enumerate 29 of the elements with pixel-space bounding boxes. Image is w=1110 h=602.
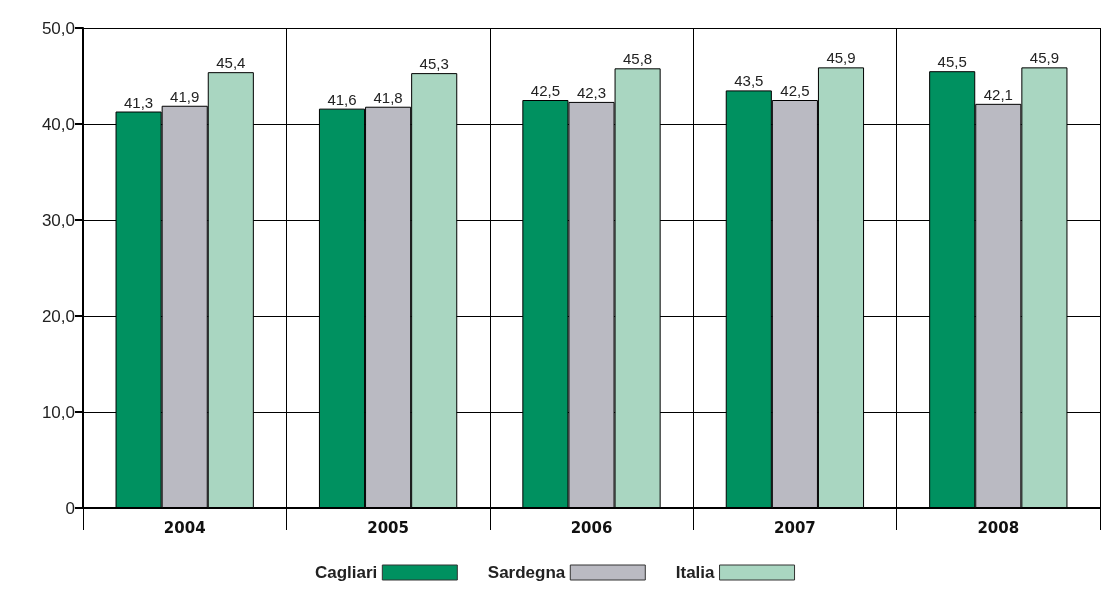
data-label: 45,3 [419, 55, 449, 73]
legend-label: Cagliari [314, 563, 378, 582]
data-label: 42,5 [780, 82, 810, 99]
y-tick-label: 10,0 [41, 402, 75, 422]
data-label: 42,3 [576, 83, 607, 101]
data-label: 41,6 [327, 90, 357, 108]
data-label: 45,5 [937, 53, 967, 71]
x-tick-label: 2006 [570, 518, 613, 537]
data-label: 45,9 [826, 49, 856, 67]
data-label: 45,4 [216, 54, 246, 72]
y-tick-label: 0 [65, 498, 75, 518]
data-label: 45,8 [623, 50, 653, 68]
x-tick-label: 2005 [367, 518, 409, 537]
data-label: 41,3 [123, 93, 154, 111]
y-tick-label: 20,0 [41, 306, 75, 326]
y-tick-label: 50,0 [41, 18, 75, 38]
legend-label: Italia [675, 563, 716, 582]
data-label: 41,8 [373, 88, 403, 106]
y-tick-label: 30,0 [41, 210, 75, 230]
legend-label: Sardegna [487, 563, 566, 582]
x-tick-label: 2004 [163, 518, 206, 537]
data-label: 43,5 [734, 72, 764, 90]
data-label: 42,1 [983, 85, 1013, 103]
x-tick-label: 2008 [977, 518, 1020, 537]
y-tick-label: 40,0 [41, 114, 75, 134]
data-label: 45,9 [1029, 49, 1060, 67]
data-label: 42,5 [530, 82, 560, 99]
x-tick-label: 2007 [774, 518, 816, 537]
data-label: 41,9 [170, 87, 200, 105]
